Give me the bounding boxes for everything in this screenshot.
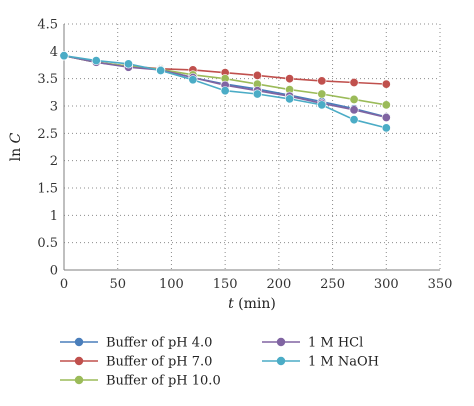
- y-tick-labels: 0 0.5 1 1.5 2 2.5 3 3.5 4 4.5: [37, 18, 58, 279]
- y-tick-label: 3.5: [37, 72, 58, 87]
- y-tick-label: 4.5: [37, 18, 58, 33]
- legend-marker: [276, 337, 286, 347]
- series-5-point: [220, 86, 230, 96]
- x-tick-label: 100: [159, 277, 184, 292]
- series-5-point: [123, 59, 133, 69]
- legend: Buffer of pH 4.0 Buffer of pH 7.0 Buffer o…: [60, 336, 379, 389]
- series-5-point: [188, 75, 198, 85]
- series-2-point: [252, 70, 262, 80]
- legend-label: Buffer of pH 10.0: [106, 374, 221, 389]
- y-tick-label: 1: [50, 209, 58, 224]
- y-tick-label: 3: [50, 100, 58, 115]
- x-axis-variable: t: [228, 296, 234, 312]
- x-tick-label: 0: [60, 277, 68, 292]
- legend-label: Buffer of pH 7.0: [106, 355, 212, 370]
- y-tick-label: 0: [50, 264, 58, 279]
- x-tick-label: 200: [266, 277, 291, 292]
- y-axis-prefix: ln: [8, 143, 24, 161]
- legend-marker: [74, 375, 84, 385]
- series-2-point: [381, 79, 391, 89]
- axes: [63, 24, 440, 271]
- series-3-point: [317, 89, 327, 99]
- legend-marker: [74, 337, 84, 347]
- x-tick-label: 150: [213, 277, 238, 292]
- series-5-point: [381, 123, 391, 133]
- series-5-point: [285, 94, 295, 104]
- legend-label: Buffer of pH 4.0: [106, 336, 212, 351]
- series-5-point: [91, 56, 101, 66]
- x-axis-unit: (min): [234, 296, 276, 312]
- series-4-point: [349, 105, 359, 115]
- x-tick-label: 50: [109, 277, 126, 292]
- legend-entry: Buffer of pH 7.0: [60, 355, 212, 370]
- legend-entry: 1 M NaOH: [262, 355, 379, 370]
- x-tick-label: 250: [320, 277, 345, 292]
- legend-entry: Buffer of pH 4.0: [60, 336, 212, 351]
- y-axis-title: ln C: [8, 132, 24, 161]
- series-5-point: [156, 65, 166, 75]
- series-2-point: [317, 76, 327, 86]
- series-3-point: [349, 94, 359, 104]
- legend-marker: [276, 356, 286, 366]
- series-points: [59, 51, 391, 133]
- legend-label: 1 M HCl: [308, 336, 363, 351]
- plot-area: [64, 24, 440, 270]
- series-2-point: [285, 74, 295, 84]
- legend-marker: [74, 356, 84, 366]
- series-5-point: [252, 89, 262, 99]
- y-tick-label: 1.5: [37, 182, 58, 197]
- y-tick-label: 2: [50, 154, 58, 169]
- legend-entry: 1 M HCl: [262, 336, 363, 351]
- y-axis-variable: C: [8, 132, 24, 143]
- y-tick-label: 0.5: [37, 236, 58, 251]
- x-tick-label: 350: [428, 277, 453, 292]
- series-2-point: [349, 77, 359, 87]
- y-tick-label: 2.5: [37, 127, 58, 142]
- x-tick-labels: 0 50 100 150 200 250 300 350: [60, 277, 453, 292]
- x-tick-label: 300: [374, 277, 399, 292]
- y-tick-label: 4: [50, 45, 58, 60]
- x-axis-title: t (min): [228, 296, 276, 312]
- series-4-point: [381, 112, 391, 122]
- series-5-point: [59, 51, 69, 61]
- series-5-point: [317, 100, 327, 110]
- series-3-point: [381, 100, 391, 110]
- legend-label: 1 M NaOH: [308, 355, 379, 370]
- legend-entry: Buffer of pH 10.0: [60, 374, 221, 389]
- series-5-point: [349, 115, 359, 125]
